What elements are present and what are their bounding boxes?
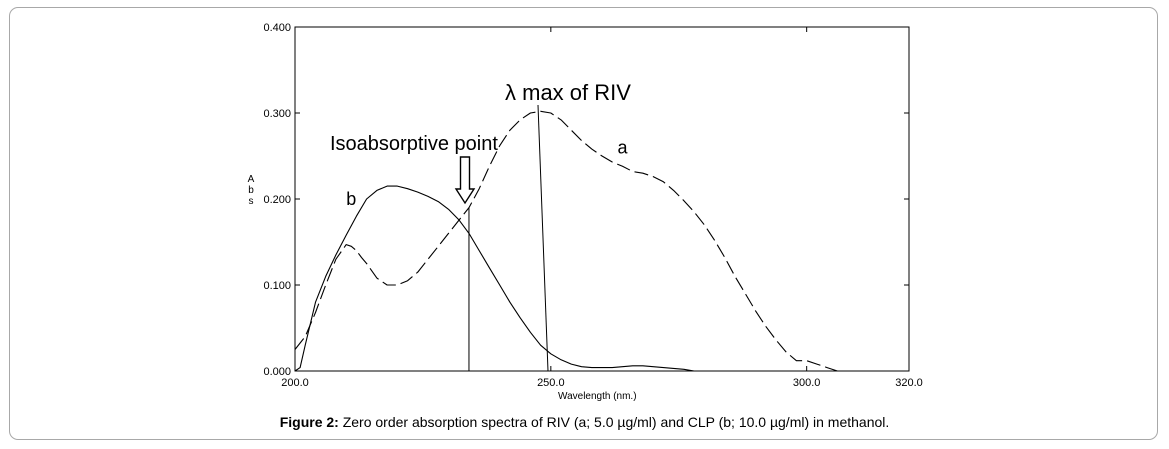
y-tick-label: 0.100: [263, 280, 291, 292]
annotation-layer: a b Isoabsorptive point λ max of RIV: [330, 80, 631, 372]
x-axis-label: Wavelength (nm.): [558, 391, 637, 402]
series-label-b: b: [346, 189, 356, 209]
y-axis-label-char: A: [248, 174, 255, 185]
caption-text: Zero order absorption spectra of RIV (a;…: [342, 414, 890, 430]
series-layer: [294, 110, 848, 372]
y-tick-label: 0.300: [263, 108, 291, 120]
series-a-line: [294, 110, 848, 372]
y-tick-label: 0.200: [263, 194, 291, 206]
y-axis-label-char: b: [248, 185, 254, 196]
y-axis-label-char: s: [249, 196, 254, 207]
series-label-a: a: [617, 137, 628, 157]
axis-ticks: 0.000 0.100 0.200 0.300 0.400 200.0 250.0 300.0…: [263, 22, 922, 389]
y-tick-label: 0.400: [263, 22, 291, 34]
x-tick-label: 250.0: [537, 377, 565, 389]
isoabsorptive-arrow-icon: [454, 156, 476, 205]
figure-caption: Figure 2: Zero order absorption spectra …: [0, 414, 1169, 430]
lambda-max-label: λ max of RIV: [505, 80, 631, 105]
caption-label: Figure 2:: [279, 414, 339, 430]
x-tick-label: 300.0: [793, 377, 821, 389]
y-tick-label: 0.000: [263, 366, 291, 378]
isoabsorptive-label: Isoabsorptive point: [330, 133, 498, 155]
x-tick-label: 200.0: [281, 377, 309, 389]
x-tick-label: 320.0: [895, 377, 923, 389]
lambda-max-line: [537, 104, 549, 372]
plot-area: [294, 26, 910, 372]
series-b-line: [294, 185, 695, 372]
